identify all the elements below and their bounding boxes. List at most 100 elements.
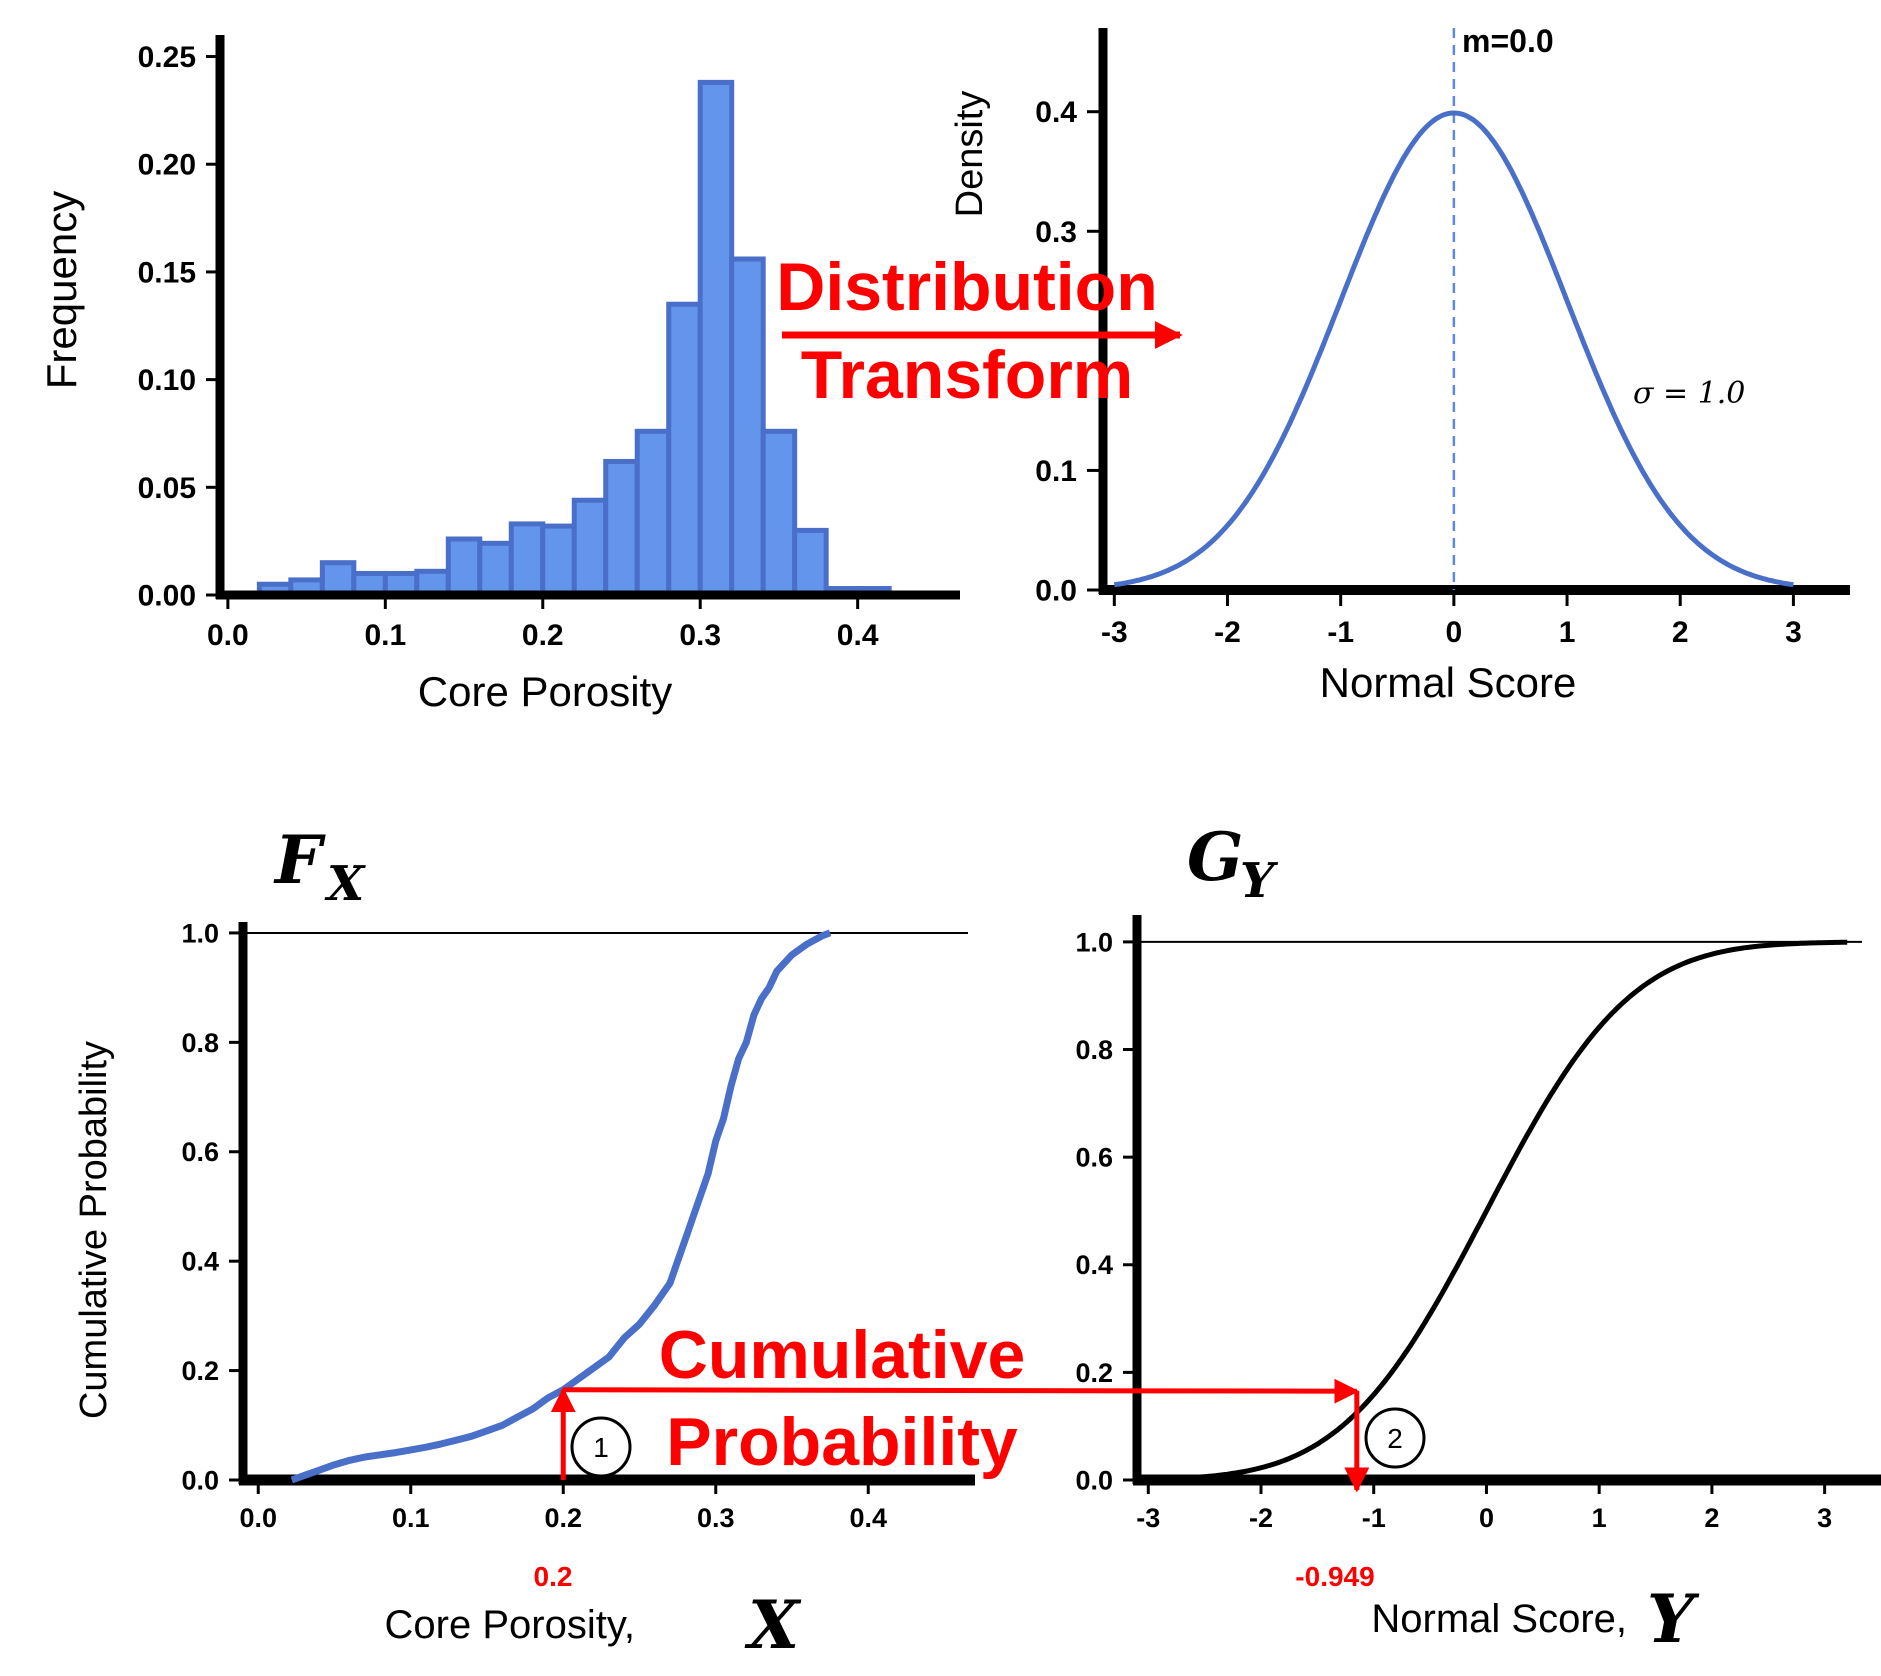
histogram-bar (477, 540, 514, 598)
y-tick-label: 0.2 (181, 1356, 219, 1386)
x-tick-label: 3 (1785, 616, 1802, 649)
normal-cdf-panel: G Y -3 -2 -1 0 1 2 30.00.20.40.60.81.0 -0.949 … (1075, 818, 1881, 1658)
step-1-label: 1 (593, 1432, 609, 1463)
x-tick-label: 0 (1446, 616, 1463, 649)
x-tick-label: 0.2 (544, 1503, 582, 1533)
pdf-axes: -3 -2 -1 0 1 2 3 0.0 0.1 0.3 0.4 (1035, 28, 1850, 649)
x-tick-label: 0.2 (522, 619, 564, 652)
y-tick-label: 0.0 (181, 1465, 219, 1495)
pdf-curve (1113, 110, 1794, 588)
histogram-bars (256, 79, 892, 598)
x-tick-label: 2 (1672, 616, 1689, 649)
x-tick-label: 0.3 (697, 1503, 735, 1533)
x-tick-label: -3 (1101, 616, 1128, 649)
y-tick-label: 0.1 (1035, 455, 1077, 488)
y-tick-label: 0.2 (1075, 1358, 1113, 1388)
arrow-across-to-normal-cdf (563, 1378, 1360, 1404)
x-tick-label: 1 (1592, 1503, 1607, 1533)
x-tick-label: 0 (1479, 1503, 1494, 1533)
normal-pdf-panel: -3 -2 -1 0 1 2 3 0.0 0.1 0.3 0.4 m=0.0 σ = 1.0 Nor… (949, 23, 1850, 706)
x-tick-label: -1 (1327, 616, 1354, 649)
x-tick-label: 3 (1817, 1503, 1832, 1533)
ecdf-ylabel: Cumulative Probability (73, 1041, 115, 1419)
y-tick-label: 0.10 (138, 364, 196, 397)
distribution-transform-label-2: Transform (801, 337, 1134, 413)
ecdf-curve (290, 929, 832, 1484)
ecdf-xlabel: Core Porosity, (385, 1603, 635, 1647)
cumulative-probability-label-2: Probability (666, 1404, 1018, 1480)
pdf-xlabel: Normal Score (1320, 659, 1577, 706)
step-2-circle (1364, 1407, 1426, 1469)
ncdf-xlabel: Normal Score, (1371, 1597, 1627, 1641)
y-tick-label: 0.15 (138, 256, 196, 289)
cumulative-probability-annotation: Cumulative Probability (659, 1317, 1026, 1480)
x-tick-label: 0.0 (239, 1503, 277, 1533)
y-tick-label: 0.0 (1075, 1465, 1113, 1495)
x-tick-label: 0.1 (392, 1503, 430, 1533)
ecdf-step-1: 1 (570, 1416, 632, 1478)
y-tick-label: 0.6 (1075, 1143, 1113, 1173)
y-tick-label: 0.6 (181, 1137, 219, 1167)
cumulative-probability-label-1: Cumulative (659, 1317, 1026, 1393)
x-tick-label: 1 (1559, 616, 1576, 649)
histogram-bar (760, 428, 798, 598)
ncdf-step-2: 2 (1364, 1407, 1426, 1469)
step-1-circle (570, 1416, 632, 1478)
ncdf-title: G Y (1187, 818, 1279, 909)
histogram-bar (445, 536, 483, 598)
y-tick-label: 0.8 (181, 1028, 219, 1058)
histogram-ylabel: Frequency (38, 191, 85, 389)
histogram-bar (666, 301, 703, 598)
histogram-xlabel: Core Porosity (418, 668, 672, 715)
y-tick-label: 1.0 (181, 918, 219, 948)
ncdf-xlabel-symbol: Y (1647, 1580, 1700, 1658)
histogram-bar (634, 428, 672, 598)
cumulative-probability-arrows (550, 1378, 1370, 1493)
x-tick-label: -2 (1249, 1503, 1273, 1533)
histogram-bar (729, 256, 766, 598)
y-tick-label: 0.8 (1075, 1035, 1113, 1065)
histogram-axes: 0.0 0.1 0.2 0.3 0.4 0.00 0.05 0.10 0.15 0.20 0.25 (138, 35, 960, 652)
histogram-bar (508, 521, 546, 598)
ncdf-axes: -3 -2 -1 0 1 2 3 0.0 0.2 0.4 0.6 0.8 1.0 (1075, 915, 1881, 1533)
ecdf-axes: 0.0 0.1 0.2 0.3 0.4 0.0 0.2 0.4 0.6 0.8 1.0 (181, 918, 975, 1533)
ecdf-xlabel-symbol: X (744, 1586, 802, 1664)
histogram-bar (792, 527, 829, 598)
y-tick-label: 0.0 (1035, 575, 1077, 608)
distribution-transform-annotation: Distribution Transform (776, 249, 1183, 413)
ecdf-title: F X (273, 821, 366, 912)
histogram-bar (319, 560, 357, 598)
x-tick-label: 0.4 (837, 619, 879, 652)
histogram-bar (603, 458, 640, 598)
pdf-ylabel: Density (949, 91, 991, 218)
ncdf-title-sub: Y (1240, 853, 1279, 909)
histogram-bar (571, 497, 609, 598)
ncdf-marker-value: -0.949 (1295, 1561, 1374, 1592)
y-tick-label: 0.00 (138, 580, 196, 613)
ecdf-title-main: F (273, 821, 326, 899)
histogram-bar (697, 79, 735, 598)
y-tick-label: 0.05 (138, 472, 196, 505)
ecdf-marker-value: 0.2 (534, 1561, 573, 1592)
x-tick-label: 0.1 (364, 619, 406, 652)
x-tick-label: -3 (1136, 1503, 1160, 1533)
pdf-mean-label: m=0.0 (1462, 23, 1554, 59)
x-tick-label: -1 (1362, 1503, 1386, 1533)
distribution-transform-label-1: Distribution (776, 249, 1158, 325)
y-tick-label: 0.3 (1035, 216, 1077, 249)
y-tick-label: 0.4 (1035, 96, 1077, 129)
x-tick-label: 0.4 (849, 1503, 887, 1533)
y-tick-label: 0.4 (1075, 1250, 1113, 1280)
y-tick-label: 0.20 (138, 149, 196, 182)
x-tick-label: 2 (1704, 1503, 1719, 1533)
pdf-sigma-label: σ = 1.0 (1633, 376, 1745, 411)
histogram-bar (540, 523, 577, 598)
y-tick-label: 0.25 (138, 41, 196, 74)
ecdf-title-sub: X (324, 856, 366, 912)
ncdf-curve (1148, 939, 1848, 1482)
histogram-panel: 0.0 0.1 0.2 0.3 0.40.000.050.100.150.200.25 … (38, 35, 960, 715)
ncdf-title-main: G (1187, 818, 1243, 896)
empirical-cdf-panel: F X 0.0 0.1 0.2 0.3 0.4 0.0 0.2 0.4 0.6 0.8 1.0 0.… (73, 821, 975, 1664)
y-tick-label: 1.0 (1075, 927, 1113, 957)
